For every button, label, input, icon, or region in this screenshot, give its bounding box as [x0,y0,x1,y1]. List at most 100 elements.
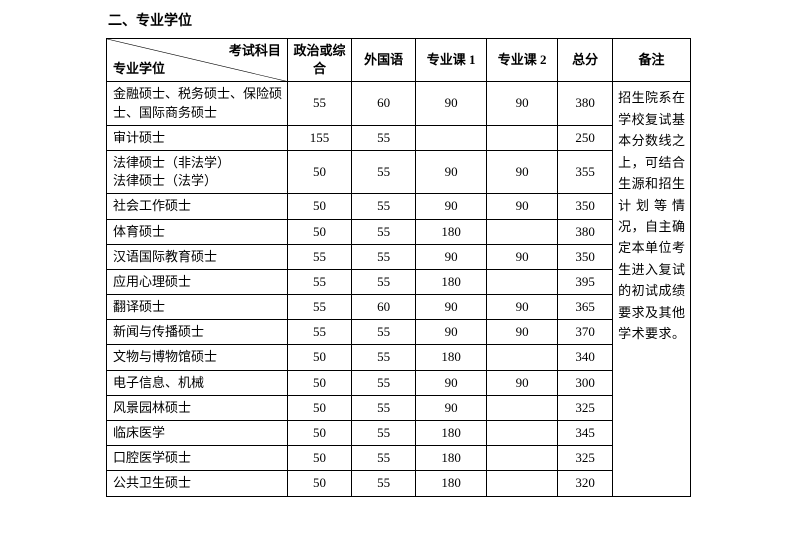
score-cell-s1: 50 [287,395,351,420]
score-cell-s2: 55 [352,194,416,219]
score-cell-total: 395 [558,269,613,294]
score-cell-s1: 155 [287,125,351,150]
score-cell-s2: 55 [352,125,416,150]
score-cell-s4 [487,219,558,244]
score-cell-s1: 50 [287,421,351,446]
header-col-foreign: 外国语 [352,39,416,82]
header-col-politics: 政治或综合 [287,39,351,82]
score-cell-s1: 50 [287,446,351,471]
header-top-label: 考试科目 [229,42,281,60]
table-row: 审计硕士15555 250 [107,125,691,150]
score-cell-s4 [487,345,558,370]
score-cell-s4: 90 [487,295,558,320]
score-cell-s2: 55 [352,150,416,193]
header-col-note: 备注 [613,39,691,82]
header-bottom-label: 专业学位 [113,60,165,78]
score-cell-s2: 55 [352,345,416,370]
score-cell-total: 325 [558,395,613,420]
score-cell-s4 [487,446,558,471]
major-cell: 审计硕士 [107,125,288,150]
score-cell-s3: 90 [416,150,487,193]
score-cell-s1: 50 [287,219,351,244]
score-cell-s4 [487,125,558,150]
table-row: 汉语国际教育硕士55559090350 [107,244,691,269]
score-cell-total: 325 [558,446,613,471]
table-row: 电子信息、机械50559090300 [107,370,691,395]
score-cell-s1: 50 [287,194,351,219]
score-cell-s4: 90 [487,320,558,345]
score-cell-s2: 60 [352,82,416,125]
major-cell: 应用心理硕士 [107,269,288,294]
score-cell-s3: 180 [416,345,487,370]
score-cell-s1: 50 [287,345,351,370]
major-cell: 风景园林硕士 [107,395,288,420]
score-cell-s4 [487,269,558,294]
score-cell-s4 [487,421,558,446]
score-cell-s2: 55 [352,320,416,345]
major-cell: 体育硕士 [107,219,288,244]
table-row: 金融硕士、税务硕士、保险硕士、国际商务硕士55609090380招生院系在学校复… [107,82,691,125]
score-cell-total: 300 [558,370,613,395]
score-cell-total: 345 [558,421,613,446]
major-cell: 翻译硕士 [107,295,288,320]
table-row: 法律硕士（非法学）法律硕士（法学）50559090355 [107,150,691,193]
major-cell: 电子信息、机械 [107,370,288,395]
table-header-row: 考试科目 专业学位 政治或综合 外国语 专业课 1 专业课 2 总分 备注 [107,39,691,82]
score-cell-s3 [416,125,487,150]
section-title: 二、专业学位 [108,10,786,30]
table-row: 临床医学5055180 345 [107,421,691,446]
score-cell-s4: 90 [487,370,558,395]
score-cell-s1: 50 [287,150,351,193]
score-cell-s3: 90 [416,395,487,420]
score-cell-s2: 55 [352,421,416,446]
major-cell: 新闻与传播硕士 [107,320,288,345]
score-cell-s1: 55 [287,244,351,269]
score-cell-total: 250 [558,125,613,150]
score-cell-s3: 180 [416,471,487,496]
major-cell: 金融硕士、税务硕士、保险硕士、国际商务硕士 [107,82,288,125]
major-cell: 文物与博物馆硕士 [107,345,288,370]
score-cell-s2: 55 [352,219,416,244]
note-cell: 招生院系在学校复试基本分数线之上，可结合生源和招生计划等情况，自主确定本单位考生… [613,82,691,496]
table-row: 翻译硕士55609090365 [107,295,691,320]
score-cell-total: 380 [558,82,613,125]
score-cell-s1: 55 [287,82,351,125]
major-cell: 法律硕士（非法学）法律硕士（法学） [107,150,288,193]
score-cell-s3: 180 [416,269,487,294]
score-cell-total: 355 [558,150,613,193]
score-cell-s3: 90 [416,370,487,395]
score-cell-s2: 55 [352,244,416,269]
score-cell-s1: 50 [287,370,351,395]
table-row: 文物与博物馆硕士5055180340 [107,345,691,370]
score-cell-s3: 90 [416,295,487,320]
major-cell: 临床医学 [107,421,288,446]
score-cell-s3: 180 [416,446,487,471]
score-cell-total: 350 [558,244,613,269]
score-cell-s3: 180 [416,421,487,446]
header-col-total: 总分 [558,39,613,82]
score-cell-total: 380 [558,219,613,244]
table-row: 体育硕士5055180 380 [107,219,691,244]
score-cell-total: 365 [558,295,613,320]
score-cell-total: 370 [558,320,613,345]
score-cell-s1: 50 [287,471,351,496]
table-row: 应用心理硕士5555180395 [107,269,691,294]
major-cell: 口腔医学硕士 [107,446,288,471]
score-cell-s4: 90 [487,194,558,219]
score-cell-s1: 55 [287,320,351,345]
score-cell-s3: 90 [416,244,487,269]
score-cell-s4: 90 [487,150,558,193]
score-cell-s3: 180 [416,219,487,244]
table-row: 风景园林硕士505590325 [107,395,691,420]
table-row: 公共卫生硕士5055180320 [107,471,691,496]
score-cell-s2: 55 [352,269,416,294]
score-cell-total: 350 [558,194,613,219]
score-cell-s3: 90 [416,194,487,219]
score-cell-total: 320 [558,471,613,496]
score-cell-s4: 90 [487,82,558,125]
score-cell-s4: 90 [487,244,558,269]
table-row: 口腔医学硕士5055180 325 [107,446,691,471]
score-cell-s3: 90 [416,320,487,345]
table-row: 新闻与传播硕士55559090370 [107,320,691,345]
score-cell-s2: 55 [352,446,416,471]
